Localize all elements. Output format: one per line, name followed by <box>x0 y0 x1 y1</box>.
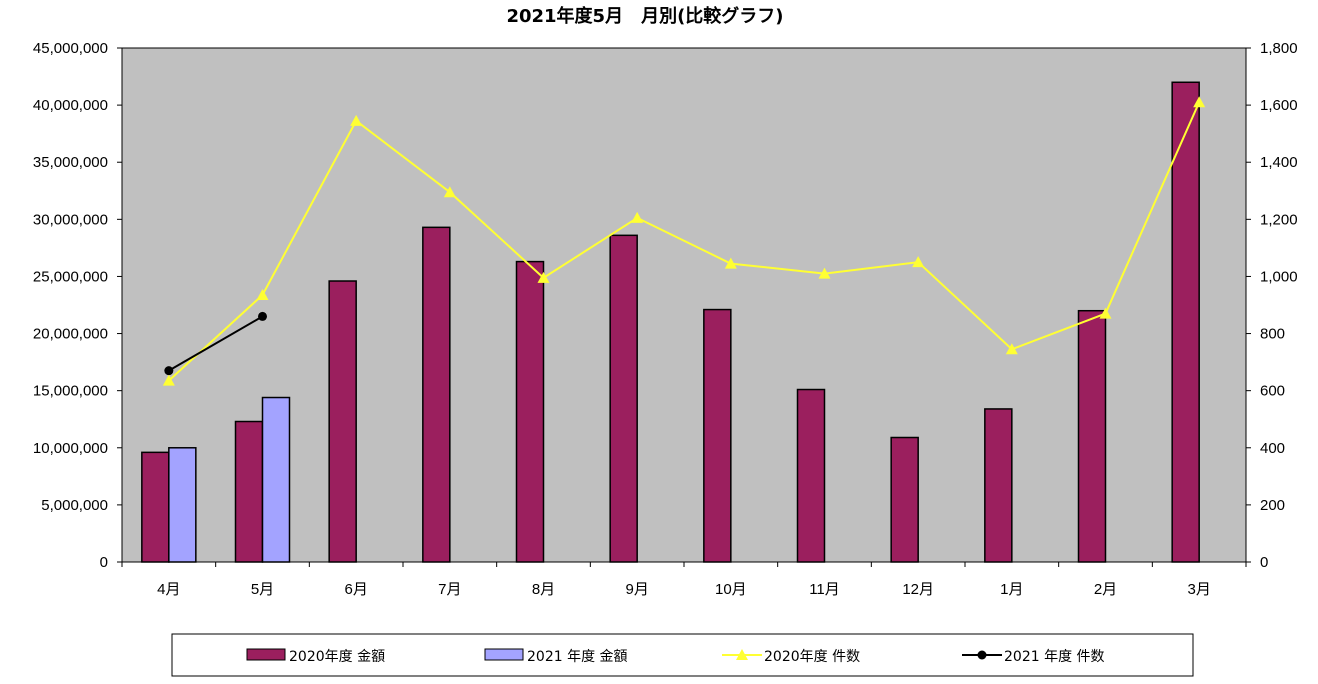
axes: 0 5,000,000 10,000,000 15,000,000 20,000,000… <box>33 40 1298 598</box>
marker-2020年度-件数 <box>818 267 831 279</box>
right-axis-tick-label: 1,200 <box>1260 211 1298 228</box>
right-axis-tick-label: 1,600 <box>1260 97 1298 114</box>
left-axis-tick-label: 45,000,000 <box>33 40 108 57</box>
legend-box <box>171 633 1194 677</box>
left-axis-tick-label: 30,000,000 <box>33 211 108 228</box>
legend-label: 2021 年度 件数 <box>1004 649 1105 665</box>
x-axis-tick-label: 7月 <box>438 581 461 598</box>
x-axis-tick-label: 1月 <box>1000 581 1023 598</box>
right-axis-tick-label: 400 <box>1260 440 1285 457</box>
bar-2021-年度-金額 <box>261 396 291 563</box>
bar-2020年度-金額 <box>1171 81 1200 563</box>
marker-2020年度-件数 <box>912 256 925 268</box>
marker-2021-年度-件数 <box>164 366 174 376</box>
x-axis-tick-label: 12月 <box>902 581 934 598</box>
bar-2020年度-金額 <box>890 436 919 563</box>
x-axis-tick-label: 10月 <box>715 581 747 598</box>
legend-label: 2021 年度 金額 <box>527 649 628 665</box>
marker-2020年度-件数 <box>631 211 644 223</box>
left-axis-tick-label: 35,000,000 <box>33 154 108 171</box>
bar-2020年度-金額 <box>515 260 545 563</box>
legend-swatch <box>246 648 286 661</box>
bar-2020年度-金額 <box>141 451 170 563</box>
bar-2020年度-金額 <box>234 420 264 563</box>
marker-2020年度-件数 <box>350 114 363 126</box>
legend-marker <box>977 650 987 660</box>
legend-swatch <box>484 648 524 661</box>
marker-2020年度-件数 <box>537 271 550 283</box>
bar-2021-年度-金額 <box>168 447 197 563</box>
lines <box>162 96 1206 386</box>
left-axis-tick-label: 25,000,000 <box>33 268 108 285</box>
right-axis-tick-label: 1,000 <box>1260 268 1298 285</box>
left-axis-tick-label: 5,000,000 <box>41 497 108 514</box>
x-axis-tick-label: 4月 <box>157 581 180 598</box>
marker-2020年度-件数 <box>443 186 456 198</box>
legend: 2020年度 金額 2021 年度 金額 2020年度 件数 2021 年度 件数 <box>171 633 1194 677</box>
left-axis-tick-label: 15,000,000 <box>33 383 108 400</box>
left-axis-tick-label: 0 <box>100 554 108 571</box>
bar-2020年度-金額 <box>984 408 1013 563</box>
legend-label: 2020年度 件数 <box>764 649 860 665</box>
left-axis-tick-label: 20,000,000 <box>33 326 108 343</box>
left-axis-tick-label: 40,000,000 <box>33 97 108 114</box>
x-axis-tick-label: 8月 <box>532 581 555 598</box>
x-axis-tick-label: 3月 <box>1187 581 1210 598</box>
marker-2020年度-件数 <box>1193 96 1206 108</box>
bar-2020年度-金額 <box>422 226 451 563</box>
right-axis-tick-label: 200 <box>1260 497 1285 514</box>
right-axis-tick-label: 600 <box>1260 383 1285 400</box>
right-axis-tick-label: 0 <box>1260 554 1268 571</box>
legend-marker <box>736 649 748 660</box>
x-axis-tick-label: 5月 <box>251 581 274 598</box>
x-axis-tick-label: 9月 <box>625 581 648 598</box>
line-2021-年度-件数 <box>168 315 264 372</box>
bar-2020年度-金額 <box>328 280 357 563</box>
marker-2020年度-件数 <box>256 289 269 301</box>
right-axis-tick-label: 1,400 <box>1260 154 1298 171</box>
legend-label: 2020年度 金額 <box>289 649 385 665</box>
bar-2020年度-金額 <box>796 388 826 563</box>
right-axis-tick-label: 1,800 <box>1260 40 1298 57</box>
bar-2020年度-金額 <box>1077 309 1107 563</box>
bar-2020年度-金額 <box>703 308 732 563</box>
marker-2020年度-件数 <box>1005 343 1018 355</box>
line-2020年度-件数 <box>168 101 1201 382</box>
x-axis-tick-label: 6月 <box>344 581 367 598</box>
marker-2020年度-件数 <box>1099 307 1112 319</box>
chart-title: 2021年度5月 月別(比較グラフ) <box>506 5 783 27</box>
plot-area <box>121 47 1247 563</box>
left-axis-tick-label: 10,000,000 <box>33 440 108 457</box>
right-axis-tick-label: 800 <box>1260 326 1285 343</box>
marker-2020年度-件数 <box>162 374 175 386</box>
bar-2020年度-金額 <box>609 234 638 563</box>
bars <box>141 81 1200 563</box>
marker-2020年度-件数 <box>724 257 737 269</box>
marker-2021-年度-件数 <box>258 311 267 321</box>
x-axis-tick-label: 2月 <box>1094 581 1117 598</box>
x-axis-tick-label: 11月 <box>809 581 840 598</box>
